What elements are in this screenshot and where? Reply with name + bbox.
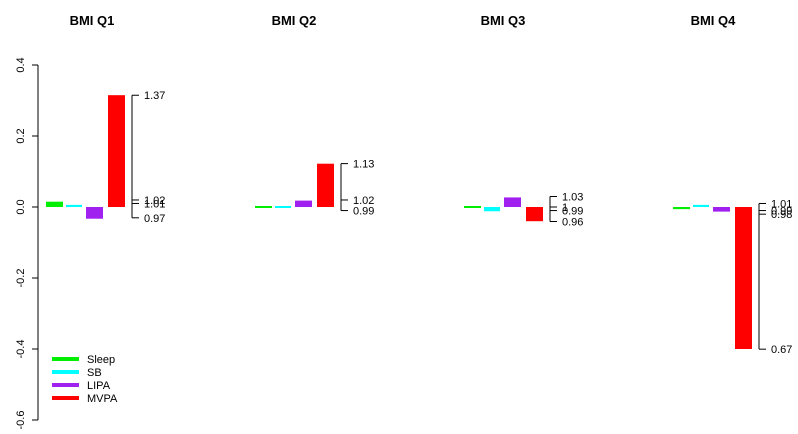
bar-lipa-3 [504,197,521,207]
ci-label: 1.03 [562,192,583,204]
bar-mvpa-2 [317,163,334,207]
y-axis: -0.6 -0.4 -0.2 0.0 0.2 0.4 [15,57,39,430]
y-tick-label: -0.6 [15,411,27,430]
y-tick-label: 0.2 [15,128,27,143]
panel-title: BMI Q2 [272,13,317,28]
bar-sleep-3 [464,206,481,208]
ci-label: 0.99 [562,206,583,218]
ci-label: 1.01 [771,198,792,210]
bar-sb-2 [275,206,291,208]
bar-lipa-1 [86,207,103,219]
bar-mvpa-3 [526,207,543,222]
ci-label: 0.96 [562,216,583,228]
bar-mvpa-4 [735,207,752,349]
bar-lipa-4 [713,207,730,212]
y-tick-label: -0.2 [15,269,27,288]
ci-label: 0.99 [353,206,374,218]
legend-label-sleep: Sleep [87,354,115,366]
panel-2: BMI Q2 1.13 1.020.99 [255,13,374,218]
panel-title: BMI Q1 [70,13,115,28]
panel-4: BMI Q4 1.010.990.98 0.67 [673,13,792,356]
bar-sleep-2 [255,206,272,208]
bar-mvpa-1 [108,95,125,207]
ci-label: 1.37 [144,90,165,102]
panel-title: BMI Q3 [481,13,526,28]
legend-label-sb: SB [87,367,102,379]
panel-1: BMI Q1 1.37 1.021.01 0.97 [46,13,165,225]
panel-title: BMI Q4 [691,13,737,28]
ci-label: 0.67 [771,344,792,356]
y-tick-label: 0.0 [15,199,27,214]
y-tick-label: 0.4 [15,57,27,72]
ci-label: 0.97 [144,213,165,225]
bar-lipa-2 [295,200,312,207]
bar-sb-4 [693,204,709,207]
bar-sb-1 [66,204,82,207]
legend-label-lipa: LIPA [87,380,111,392]
bar-sb-3 [484,207,500,212]
ci-label: 1 [562,202,568,214]
ci-label: 1.13 [353,159,374,171]
ci-label: 1.02 [353,195,374,207]
y-tick-label: -0.4 [15,340,27,359]
ci-label: 0.98 [771,209,792,221]
ci-label: 0.99 [771,206,792,218]
bar-sleep-4 [673,207,690,210]
legend-label-mvpa: MVPA [87,393,118,405]
bar-sleep-1 [46,201,63,207]
ci-label: 1.01 [144,198,165,210]
ci-label: 1.02 [144,195,165,207]
